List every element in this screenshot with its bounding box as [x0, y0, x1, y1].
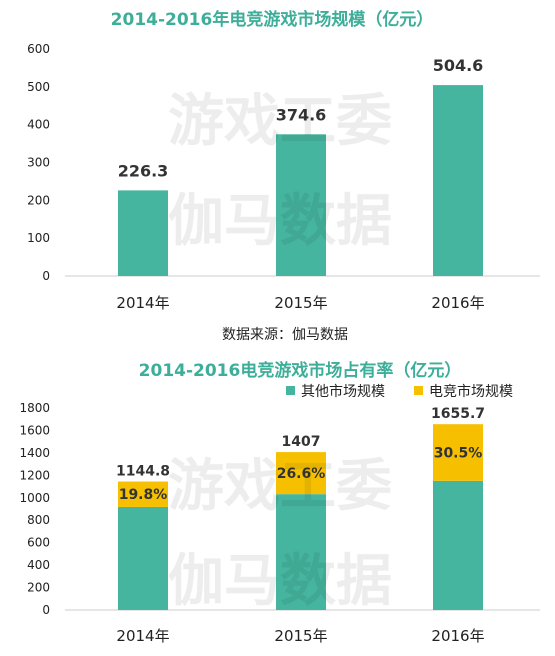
chart2-x-tick-0: 2014年: [116, 627, 169, 645]
chart2-y-tick-7: 1400: [19, 446, 50, 460]
chart-market-share: 2014-2016电竞游戏市场占有率（亿元） 其他市场规模 电竞市场规模 0 20…: [19, 360, 540, 645]
chart1-x-tick-1: 2015年: [274, 294, 327, 312]
chart2-x-tick-2: 2016年: [431, 627, 484, 645]
chart1-value-label-2: 504.6: [433, 56, 484, 75]
chart1-y-tick-4: 400: [27, 118, 50, 132]
legend-label-other: 其他市场规模: [301, 383, 385, 400]
chart1-title: 2014-2016年电竞游戏市场规模（亿元）: [111, 9, 434, 30]
chart2-y-ticks: 0 200 400 600 800 1000 1200 1400 1600 1800: [19, 401, 50, 617]
chart1-value-label-1: 374.6: [276, 105, 327, 124]
chart2-share-label-1: 26.6%: [277, 466, 326, 482]
chart1-bars: [118, 85, 483, 276]
chart2-x-tick-1: 2015年: [274, 627, 327, 645]
chart1-bar-2: [433, 85, 483, 276]
chart1-x-ticks: 2014年 2015年 2016年: [116, 294, 484, 312]
legend: 其他市场规模 电竞市场规模: [286, 383, 513, 400]
chart-market-size: 2014-2016年电竞游戏市场规模（亿元） 0 100 200 300 400 500 6…: [27, 9, 540, 343]
watermark-line2: 伽马数据: [168, 549, 392, 614]
chart1-source: 数据来源：伽马数据: [222, 327, 348, 343]
chart1-y-tick-2: 200: [27, 193, 50, 207]
watermark: 游戏工委 伽马数据 游戏工委 伽马数据: [168, 89, 392, 614]
legend-swatch-other: [286, 386, 295, 395]
watermark-line1: 游戏工委: [168, 89, 392, 154]
legend-swatch-esports: [414, 386, 423, 395]
chart1-bar-1: [276, 134, 326, 276]
chart2-total-label-2: 1655.7: [431, 406, 485, 422]
chart1-value-label-0: 226.3: [118, 161, 169, 180]
chart2-y-tick-1: 200: [27, 581, 50, 595]
chart2-y-tick-9: 1800: [19, 401, 50, 415]
chart2-bar-1-series-0: [276, 494, 326, 610]
chart2-y-tick-5: 1000: [19, 491, 50, 505]
chart2-bar-2-series-1: [433, 424, 483, 481]
chart2-y-tick-4: 800: [27, 513, 50, 527]
chart1-y-tick-3: 300: [27, 156, 50, 170]
watermark-line1-repeat: 伽马数据: [168, 189, 392, 254]
chart1-y-tick-6: 600: [27, 42, 50, 56]
chart1-y-tick-0: 0: [42, 269, 50, 283]
chart2-x-ticks: 2014年 2015年 2016年: [116, 627, 484, 645]
chart2-title: 2014-2016电竞游戏市场占有率（亿元）: [139, 360, 462, 381]
watermark-line2-repeat: 游戏工委: [168, 454, 392, 519]
chart2-y-tick-8: 1600: [19, 423, 50, 437]
chart1-x-tick-0: 2014年: [116, 294, 169, 312]
chart2-share-label-2: 30.5%: [434, 446, 483, 462]
chart2-bar-0-series-1: [118, 481, 168, 507]
legend-label-esports: 电竞市场规模: [429, 383, 513, 400]
chart2-share-label-0: 19.8%: [119, 487, 168, 503]
chart2-bar-0-series-0: [118, 506, 168, 610]
chart1-value-labels: 226.3 374.6 504.6: [118, 56, 484, 180]
chart2-labels: 1144.8 19.8% 1407 26.6% 1655.7 30.5%: [116, 406, 485, 503]
chart2-bar-1-series-1: [276, 452, 326, 495]
chart1-y-tick-5: 500: [27, 80, 50, 94]
chart2-y-tick-6: 1200: [19, 468, 50, 482]
chart1-y-ticks: 0 100 200 300 400 500 600: [27, 42, 50, 283]
chart2-bar-2-series-0: [433, 480, 483, 610]
chart2-total-label-1: 1407: [282, 434, 321, 450]
chart2-total-label-0: 1144.8: [116, 464, 170, 480]
chart2-y-tick-0: 0: [42, 603, 50, 617]
chart2-y-tick-3: 600: [27, 536, 50, 550]
chart2-bars: [118, 424, 483, 610]
chart2-y-tick-2: 400: [27, 558, 50, 572]
chart1-x-tick-2: 2016年: [431, 294, 484, 312]
chart1-bar-0: [118, 190, 168, 276]
chart1-y-tick-1: 100: [27, 231, 50, 245]
